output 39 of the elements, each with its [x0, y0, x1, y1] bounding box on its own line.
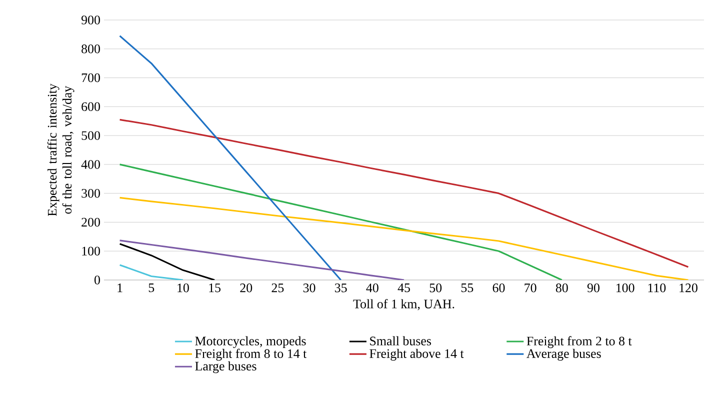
- y-tick-label: 300: [82, 188, 100, 198]
- x-tick-label: 120: [680, 284, 698, 292]
- legend-label: Freight from 8 to 14 t: [195, 348, 307, 361]
- legend-label: Large buses: [195, 361, 256, 374]
- x-tick-label: 60: [492, 284, 505, 292]
- y-tick-label: 500: [82, 131, 100, 140]
- line-series: [118, 243, 216, 280]
- x-axis-title: Toll of 1 km, UAH.: [353, 299, 454, 310]
- x-tick-label: 45: [398, 284, 410, 292]
- x-tick-label: 50: [430, 284, 442, 292]
- y-tick-label: 700: [82, 73, 100, 82]
- x-tick-label: 20: [240, 284, 252, 292]
- y-tick-label: 600: [82, 102, 100, 112]
- x-tick-label: 80: [556, 284, 568, 292]
- y-tick-label: 100: [82, 246, 100, 256]
- y-tick-label: 200: [82, 218, 100, 227]
- y-tick-label: 900: [81, 16, 100, 24]
- x-tick-label: 110: [648, 284, 666, 292]
- y-axis-title: Expected traffic intensity of the toll road, veh/day: [47, 84, 74, 216]
- x-tick-label: 1: [118, 284, 122, 292]
- legend-label: Average buses: [526, 348, 601, 361]
- x-tick-label: 5: [148, 284, 154, 292]
- y-tick-label: 400: [81, 160, 100, 169]
- x-tick-label: 40: [366, 284, 378, 292]
- legend-label: Freight from 2 to 8 t: [526, 336, 632, 348]
- y-tick-label: 0: [94, 276, 100, 284]
- x-tick-label: 70: [524, 284, 536, 292]
- legend-label: Freight above 14 t: [370, 348, 464, 361]
- x-tick-label: 25: [272, 284, 284, 292]
- x-tick-label: 10: [178, 284, 189, 292]
- x-tick-label: 90: [587, 284, 600, 292]
- legend-label: Small buses: [370, 336, 432, 346]
- y-tick-label: 800: [82, 44, 100, 54]
- x-tick-label: 15: [209, 284, 220, 292]
- x-tick-label: 35: [334, 284, 347, 292]
- x-tick-label: 100: [616, 284, 634, 292]
- x-tick-label: 30: [303, 284, 316, 292]
- legend-label: Motorcycles, mopeds: [195, 336, 306, 348]
- x-tick-label: 55: [461, 284, 474, 292]
